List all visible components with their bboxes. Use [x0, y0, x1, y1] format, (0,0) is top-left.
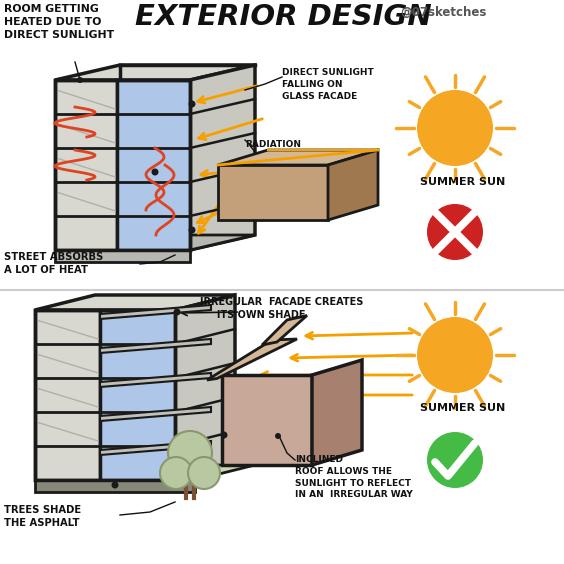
Circle shape [152, 169, 158, 175]
Polygon shape [55, 65, 255, 80]
Text: RADIATION: RADIATION [245, 140, 301, 149]
Circle shape [275, 433, 281, 439]
Text: TREES SHADE
THE ASPHALT: TREES SHADE THE ASPHALT [4, 505, 81, 528]
Text: DIRECT SUNLIGHT
FALLING ON
GLASS FACADE: DIRECT SUNLIGHT FALLING ON GLASS FACADE [282, 68, 374, 100]
Bar [55, 250, 190, 262]
Bar [117, 80, 190, 250]
Circle shape [427, 432, 483, 488]
Polygon shape [55, 235, 255, 250]
Polygon shape [35, 295, 235, 310]
Polygon shape [190, 65, 255, 250]
Bar [35, 310, 175, 480]
Circle shape [188, 457, 220, 489]
Circle shape [188, 100, 196, 108]
Bar [35, 310, 100, 480]
Polygon shape [207, 339, 297, 380]
Circle shape [221, 431, 227, 438]
Text: SUMMER SUN: SUMMER SUN [420, 177, 505, 187]
Text: EXTERIOR DESIGN: EXTERIOR DESIGN [135, 3, 432, 31]
Circle shape [160, 457, 192, 489]
Polygon shape [175, 295, 235, 480]
Polygon shape [100, 441, 211, 455]
Text: SUMMER SUN: SUMMER SUN [420, 403, 505, 413]
Bar [55, 80, 190, 250]
Bar [55, 80, 117, 250]
Polygon shape [328, 150, 378, 220]
Text: INCLINED
ROOF ALLOWS THE
SUNLIGHT TO REFLECT
IN AN  IRREGULAR WAY: INCLINED ROOF ALLOWS THE SUNLIGHT TO REF… [295, 455, 413, 499]
Text: IRREGULAR  FACADE CREATES
     ITS OWN SHADE: IRREGULAR FACADE CREATES ITS OWN SHADE [200, 297, 363, 320]
Polygon shape [312, 360, 362, 465]
Text: ROOM GETTING
HEATED DUE TO
DIRECT SUNLIGHT: ROOM GETTING HEATED DUE TO DIRECT SUNLIG… [4, 4, 114, 41]
Bar [222, 375, 312, 465]
Circle shape [168, 431, 212, 475]
Bar [35, 480, 195, 492]
Circle shape [417, 317, 493, 393]
Polygon shape [262, 315, 307, 345]
Polygon shape [100, 305, 211, 319]
Circle shape [112, 482, 118, 488]
Circle shape [427, 204, 483, 260]
Polygon shape [218, 165, 328, 220]
Text: @07sketches: @07sketches [400, 6, 486, 19]
Circle shape [77, 77, 83, 83]
Circle shape [417, 90, 493, 166]
Polygon shape [100, 373, 211, 387]
Polygon shape [100, 407, 211, 421]
Text: STREET ABSORBS
A LOT OF HEAT: STREET ABSORBS A LOT OF HEAT [4, 252, 103, 275]
Polygon shape [218, 150, 378, 165]
Circle shape [188, 227, 196, 233]
Polygon shape [100, 339, 211, 353]
Bar [100, 310, 175, 480]
Polygon shape [35, 465, 255, 480]
Circle shape [174, 309, 180, 315]
